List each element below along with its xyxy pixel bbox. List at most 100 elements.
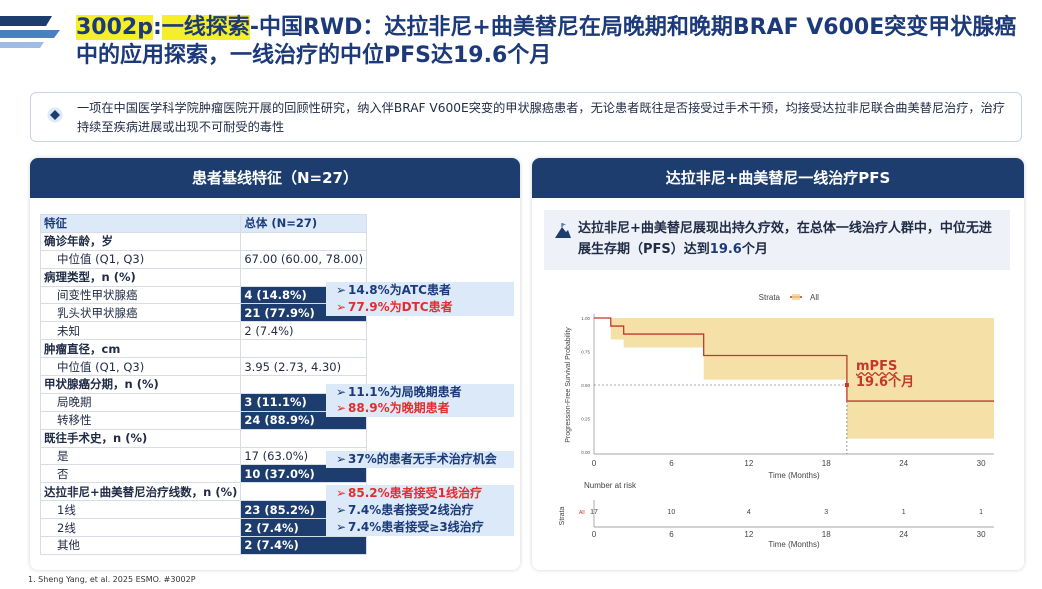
baseline-panel-header: 患者基线特征（N=27） (30, 158, 520, 198)
x-tick-label: 18 (822, 459, 831, 468)
table-cell-feature: 中位值 (Q1, Q3) (39, 357, 242, 377)
risk-x-tick-label: 24 (899, 530, 908, 539)
table-header-overall: 总体 (N=27) (240, 214, 368, 233)
y-tick-label: 0.50 (581, 383, 590, 388)
risk-x-tick-label: 12 (744, 530, 753, 539)
table-row: 间变性甲状腺癌 4 (14.8%) (39, 285, 368, 305)
callout-text: 85.2%患者接受1线治疗 (348, 485, 482, 500)
study-description-box: 一项在中国医学科学院肿瘤医院开展的回顾性研究，纳入伴BRAF V600E突变的甲… (30, 92, 1022, 142)
km-line-all (594, 317, 994, 402)
table-row: 乳头状甲状腺癌 21 (77.9%) (39, 303, 368, 323)
table-cell-feature: 确诊年龄，岁 (39, 231, 242, 251)
callout-text: 77.9%为DTC患者 (348, 300, 453, 314)
risk-table-title: Number at risk (584, 481, 637, 490)
table-row: 未知 2 (7.4%) (39, 321, 368, 341)
risk-x-tick-label: 0 (592, 530, 597, 539)
callout-item: ➢ 7.4%患者接受≥3线治疗 (326, 518, 514, 536)
x-tick-label: 6 (669, 459, 674, 468)
risk-x-tick-label: 30 (977, 530, 986, 539)
arrow-icon: ➢ (336, 384, 347, 399)
table-row: 达拉非尼+曲美替尼治疗线数，n (%) (39, 482, 368, 502)
arrow-icon: ➢ (336, 300, 347, 314)
y-tick-label: 0.75 (581, 350, 590, 355)
table-cell-value: 67.00 (60.00, 78.00) (240, 249, 368, 269)
table-cell-value: 3.95 (2.73, 4.30) (240, 357, 368, 377)
table-row: 否 10 (37.0%) (39, 464, 368, 484)
mpfs-label: mPFS (856, 359, 898, 374)
callout-item: ➢ 77.9%为DTC患者 (326, 299, 514, 316)
mpfs-annotation: mPFS 19.6个月 (856, 359, 914, 391)
decorative-stripes (0, 16, 60, 48)
callout-item: ➢ 14.8%为ATC患者 (326, 282, 514, 300)
risk-count: 10 (668, 509, 676, 516)
ci-band (594, 318, 994, 439)
table-row: 中位值 (Q1, Q3) 3.95 (2.73, 4.30) (39, 357, 368, 377)
km-pfs-chart: Strata All 0.00 0.25 0.50 0.75 1.00 0 6 12 18 24 30 T… (559, 293, 994, 549)
pfs-summary-post: 个月 (741, 242, 768, 257)
table-cell-feature: 甲状腺癌分期，n (%) (39, 375, 242, 394)
y-tick-label: 0.00 (581, 450, 590, 455)
risk-count: 1 (902, 509, 906, 516)
risk-count: 17 (590, 509, 598, 516)
arrow-icon: ➢ (336, 452, 347, 467)
table-row: 病理类型，n (%) (39, 267, 368, 287)
table-row: 中位值 (Q1, Q3) 67.00 (60.00, 78.00) (39, 249, 368, 269)
x-tick-label: 30 (977, 459, 986, 468)
table-row: 2线 2 (7.4%) (39, 518, 368, 538)
table-row: 肿瘤直径，cm (39, 339, 368, 359)
risk-table-row-label: All (579, 510, 585, 516)
callout-item: ➢ 88.9%为晚期患者 (326, 400, 514, 418)
table-cell-feature: 转移性 (39, 410, 242, 430)
table-row: 转移性 24 (88.9%) (39, 410, 368, 430)
pfs-summary-number: 19.6 (709, 242, 742, 257)
footnote: 1. Sheng Yang, et al. 2025 ESMO. #3002P (28, 575, 196, 584)
y-axis-label: Progression-Free Survival Probability (565, 327, 572, 443)
table-cell-feature: 2线 (39, 518, 242, 538)
pfs-summary-pre: 达拉非尼+曲美替尼展现出持久疗效，在总体一线治疗人群中，中位无进展生存期（PFS… (578, 221, 992, 257)
risk-x-tick-label: 6 (669, 530, 674, 539)
risk-x-axis-label: Time (Months) (768, 540, 820, 549)
callout-text: 14.8%为ATC患者 (348, 283, 451, 298)
callout-item: ➢ 11.1%为局晚期患者 (326, 383, 514, 401)
study-description-text: 一项在中国医学科学院肿瘤医院开展的回顾性研究，纳入伴BRAF V600E突变的甲… (77, 101, 1005, 134)
arrow-icon: ➢ (336, 519, 347, 534)
title-rest: -中国RWD：达拉非尼+曲美替尼在局晚期和晚期BRAF V600E突变甲状腺癌中… (76, 15, 1017, 68)
callout-text: 7.4%患者接受2线治疗 (348, 502, 474, 517)
arrow-icon: ➢ (336, 502, 347, 517)
table-cell-feature: 是 (39, 446, 242, 466)
callout-text: 88.9%为晚期患者 (348, 401, 450, 416)
legend-swatch-band (792, 294, 800, 300)
pfs-panel-header: 达拉非尼+曲美替尼一线治疗PFS (532, 158, 1024, 198)
table-header-feature: 特征 (39, 214, 242, 233)
table-cell-feature: 既往手术史，n (%) (39, 428, 242, 448)
baseline-table: 特征 总体 (N=27) 确诊年龄，岁 中位值 (Q1, Q3) 67.00 (60… (39, 214, 368, 555)
risk-x-tick-label: 18 (822, 530, 831, 539)
table-cell-feature: 局晚期 (39, 392, 242, 412)
arrow-icon: ➢ (336, 283, 347, 298)
title-separator: : (152, 15, 162, 40)
x-tick-label: 24 (899, 459, 908, 468)
baseline-characteristics-panel: 患者基线特征（N=27） 特征 总体 (N=27) 确诊年龄，岁 中位值 (Q1,… (30, 158, 520, 570)
callout-text: 37%的患者无手术治疗机会 (348, 452, 497, 467)
table-cell-value (240, 428, 368, 448)
y-tick-label: 1.00 (581, 316, 590, 321)
table-row: 局晚期 3 (11.1%) (39, 392, 368, 412)
table-cell-value: 2 (7.4%) (240, 321, 368, 341)
table-cell-feature: 病理类型，n (%) (39, 267, 242, 287)
risk-count: 4 (747, 509, 751, 516)
title-highlight-first-line: 一线探索 (161, 15, 250, 40)
table-row: 既往手术史，n (%) (39, 428, 368, 448)
y-tick-label: 0.25 (581, 417, 590, 422)
pfs-summary-text: 达拉非尼+曲美替尼展现出持久疗效，在总体一线治疗人群中，中位无进展生存期（PFS… (578, 218, 1003, 260)
table-row: 甲状腺癌分期，n (%) (39, 375, 368, 394)
legend-title: Strata (759, 293, 781, 302)
title-highlight-code: 3002p (76, 15, 153, 40)
callout-item: ➢ 85.2%患者接受1线治疗 (326, 484, 514, 502)
table-cell-feature: 未知 (39, 321, 242, 341)
table-cell-feature: 肿瘤直径，cm (39, 339, 242, 359)
mountain-flag-icon (555, 223, 571, 238)
page-title: 3002p:一线探索-中国RWD：达拉非尼+曲美替尼在局晚期和晚期BRAF V6… (76, 14, 1026, 70)
risk-count: 3 (824, 509, 828, 516)
callout-text: 11.1%为局晚期患者 (348, 384, 462, 399)
diamond-bullet-icon (47, 107, 63, 123)
